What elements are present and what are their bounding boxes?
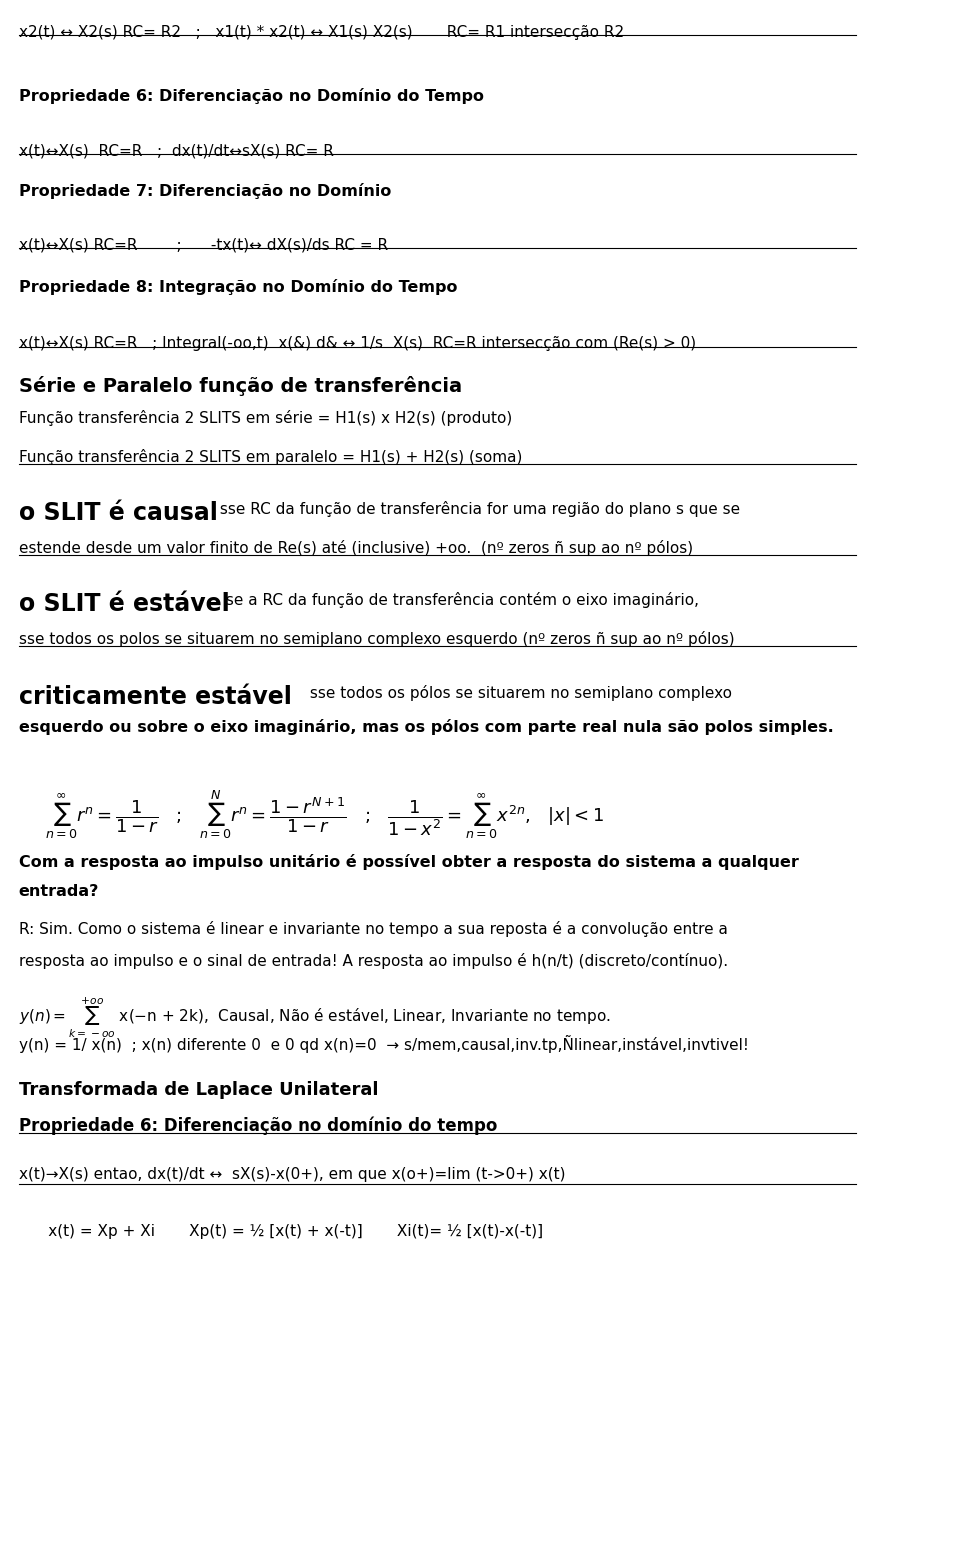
Text: criticamente estável: criticamente estável [19,684,292,709]
Text: $y(n) = \sum_{k=-oo}^{+oo}$ x(−n + 2k),  Causal, Não é estável, Linear, Invarian: $y(n) = \sum_{k=-oo}^{+oo}$ x(−n + 2k), … [19,997,611,1040]
Text: $\sum_{n=0}^{\infty} r^n = \dfrac{1}{1-r}$   ;   $\sum_{n=0}^{N} r^n = \dfrac{1-: $\sum_{n=0}^{\infty} r^n = \dfrac{1}{1-r… [45,788,604,840]
Text: R: Sim. Como o sistema é linear e invariante no tempo a sua reposta é a convoluç: R: Sim. Como o sistema é linear e invari… [19,921,728,936]
Text: se a RC da função de transferência contém o eixo imaginário,: se a RC da função de transferência conté… [221,592,699,609]
Text: x(t)↔X(s)  RC=R   ;  dx(t)/dt↔sX(s) RC= R: x(t)↔X(s) RC=R ; dx(t)/dt↔sX(s) RC= R [19,144,334,158]
Text: Propriedade 6: Diferenciação no domínio do tempo: Propriedade 6: Diferenciação no domínio … [19,1117,497,1136]
Text: x(t)→X(s) entao, dx(t)/dt ↔  sX(s)-x(0+), em que x(o+)=lim (t->0+) x(t): x(t)→X(s) entao, dx(t)/dt ↔ sX(s)-x(0+),… [19,1168,565,1182]
Text: entrada?: entrada? [19,884,99,899]
Text: Transformada de Laplace Unilateral: Transformada de Laplace Unilateral [19,1082,378,1098]
Text: esquerdo ou sobre o eixo imaginário, mas os pólos com parte real nula são polos : esquerdo ou sobre o eixo imaginário, mas… [19,718,833,734]
Text: estende desde um valor finito de Re(s) até (inclusive) +oo.  (nº zeros ñ sup ao : estende desde um valor finito de Re(s) a… [19,539,693,556]
Text: Função transferência 2 SLITS em paralelo = H1(s) + H2(s) (soma): Função transferência 2 SLITS em paralelo… [19,448,522,465]
Text: Função transferência 2 SLITS em série = H1(s) x H2(s) (produto): Função transferência 2 SLITS em série = … [19,409,512,426]
Text: sse todos os polos se situarem no semiplano complexo esquerdo (nº zeros ñ sup ao: sse todos os polos se situarem no semipl… [19,630,734,647]
Text: o SLIT é causal: o SLIT é causal [19,501,218,525]
Text: x2(t) ↔ X2(s) RC= R2   ;   x1(t) * x2(t) ↔ X1(s) X2(s)       RC= R1 intersecção : x2(t) ↔ X2(s) RC= R2 ; x1(t) * x2(t) ↔ X… [19,25,624,40]
Text: x(t)↔X(s) RC=R   ; Integral(-oo,t)  x(&) d& ↔ 1/s  X(s)  RC=R intersecção com (R: x(t)↔X(s) RC=R ; Integral(-oo,t) x(&) d&… [19,337,696,351]
Text: sse todos os pólos se situarem no semiplano complexo: sse todos os pólos se situarem no semipl… [304,684,732,700]
Text: Propriedade 8: Integração no Domínio do Tempo: Propriedade 8: Integração no Domínio do … [19,280,457,295]
Text: x(t)↔X(s) RC=R        ;      -tx(t)↔ dX(s)/ds RC = R: x(t)↔X(s) RC=R ; -tx(t)↔ dX(s)/ds RC = R [19,238,388,252]
Text: Propriedade 6: Diferenciação no Domínio do Tempo: Propriedade 6: Diferenciação no Domínio … [19,88,484,104]
Text: sse RC da função de transferência for uma região do plano s que se: sse RC da função de transferência for um… [215,501,740,518]
Text: Propriedade 7: Diferenciação no Domínio: Propriedade 7: Diferenciação no Domínio [19,184,391,199]
Text: Com a resposta ao impulso unitário é possível obter a resposta do sistema a qual: Com a resposta ao impulso unitário é pos… [19,854,799,870]
Text: resposta ao impulso e o sinal de entrada! A resposta ao impulso é h(n/t) (discre: resposta ao impulso e o sinal de entrada… [19,953,728,969]
Text: y(n) = 1/ x(n)  ; x(n) diferente 0  e 0 qd x(n)=0  → s/mem,causal,inv.tp,Ñlinear: y(n) = 1/ x(n) ; x(n) diferente 0 e 0 qd… [19,1035,749,1052]
Text: Série e Paralelo função de transferência: Série e Paralelo função de transferência [19,375,462,396]
Text: x(t) = Xp + Xi       Xp(t) = ½ [x(t) + x(-t)]       Xi(t)= ½ [x(t)-x(-t)]: x(t) = Xp + Xi Xp(t) = ½ [x(t) + x(-t)] … [19,1224,543,1239]
Text: o SLIT é estável: o SLIT é estável [19,592,229,616]
